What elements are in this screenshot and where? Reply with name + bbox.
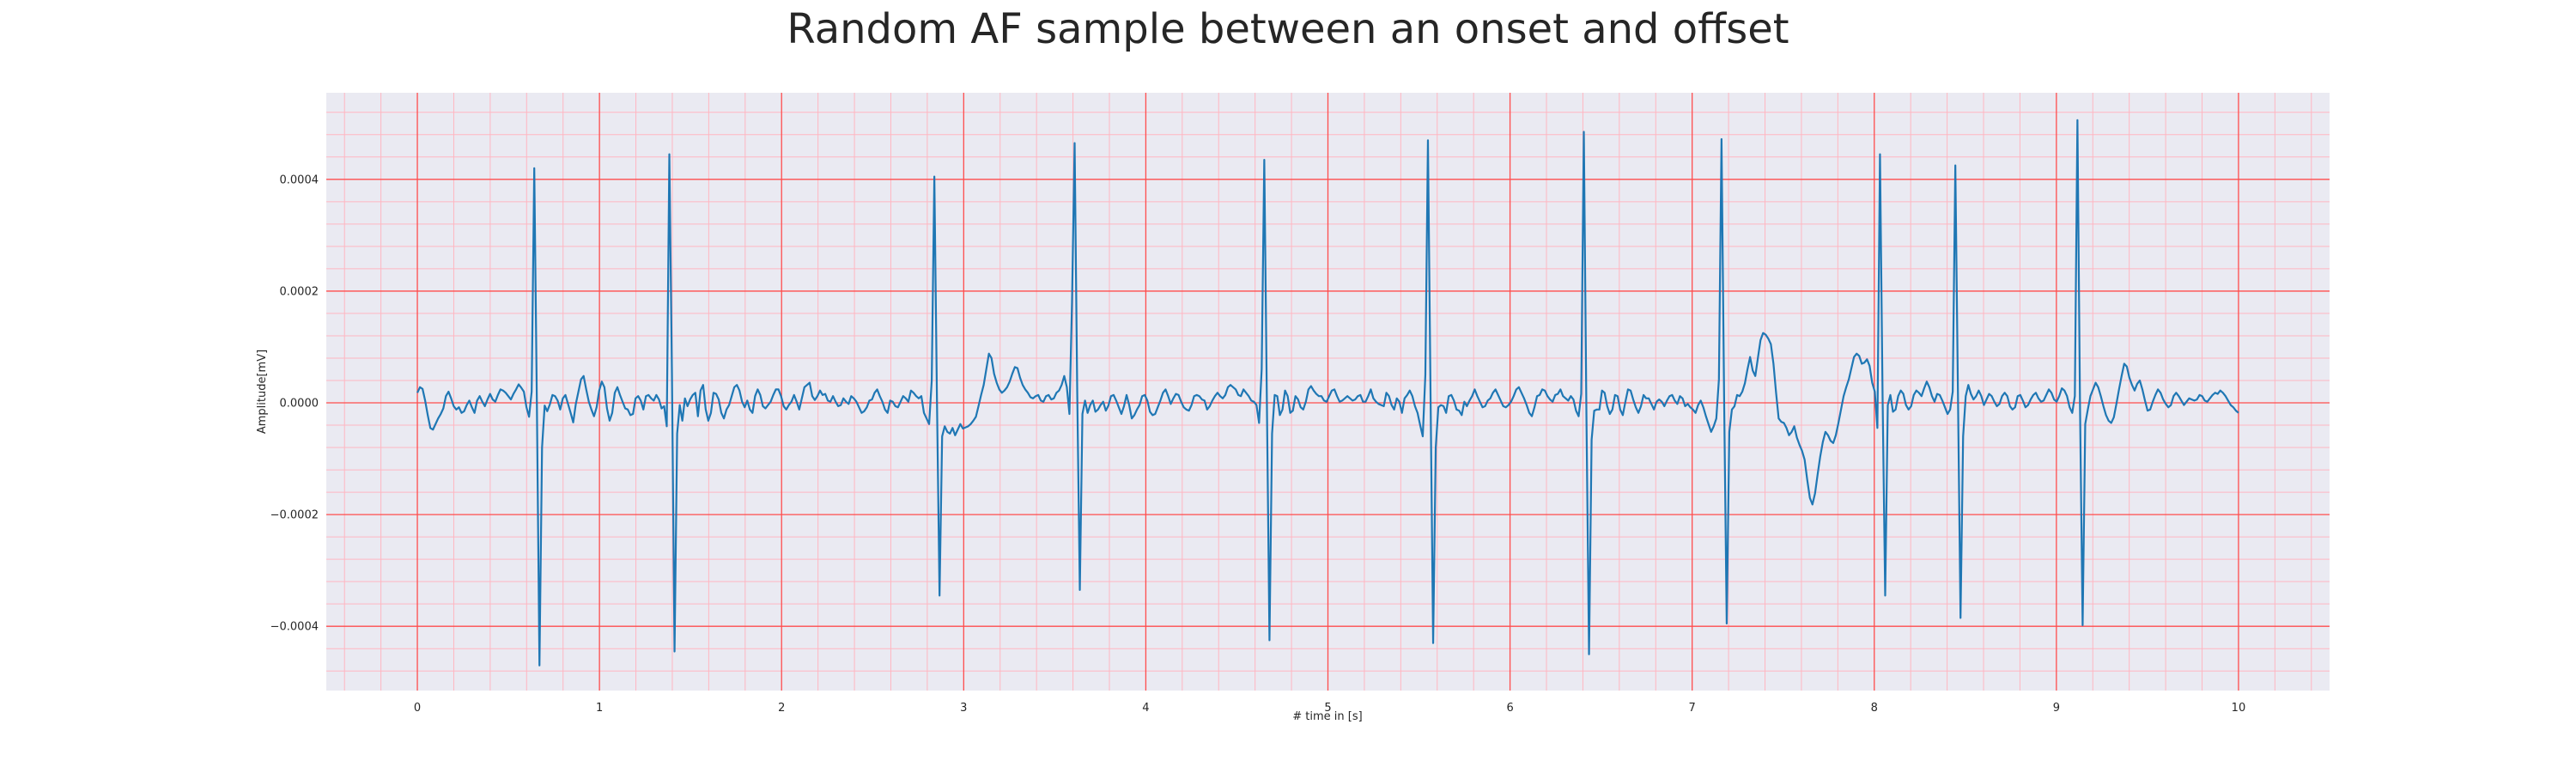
x-tick-label: 9	[2053, 702, 2060, 715]
ecg-series-line	[416, 119, 2239, 666]
y-tick-label: 0.0002	[280, 285, 319, 298]
x-tick-label: 8	[1871, 702, 1878, 715]
x-tick-label: 7	[1689, 702, 1696, 715]
x-axis-label: # time in [s]	[1292, 710, 1362, 723]
y-axis-label: Amplitude[mV]	[256, 350, 269, 434]
y-tick-label: 0.0004	[280, 173, 319, 186]
x-tick-label: 4	[1142, 702, 1149, 715]
x-tick-label: 0	[414, 702, 421, 715]
x-tick-label: 1	[596, 702, 603, 715]
x-tick-label: 6	[1506, 702, 1513, 715]
y-tick-label: 0.0000	[280, 398, 319, 411]
y-tick-label: −0.0002	[270, 509, 319, 522]
x-tick-label: 10	[2232, 702, 2246, 715]
y-axis-ticks: −0.0004 −0.0002 0.0000 0.0002 0.0004	[270, 173, 319, 633]
x-axis-ticks: 0 1 2 3 4 5 6 7 8 9 10	[414, 702, 2245, 715]
x-tick-label: 3	[960, 702, 967, 715]
y-tick-label: −0.0004	[270, 621, 319, 634]
x-tick-label: 5	[1324, 702, 1331, 715]
x-tick-label: 2	[778, 702, 785, 715]
chart-title: Random AF sample between an onset and of…	[787, 5, 1789, 53]
